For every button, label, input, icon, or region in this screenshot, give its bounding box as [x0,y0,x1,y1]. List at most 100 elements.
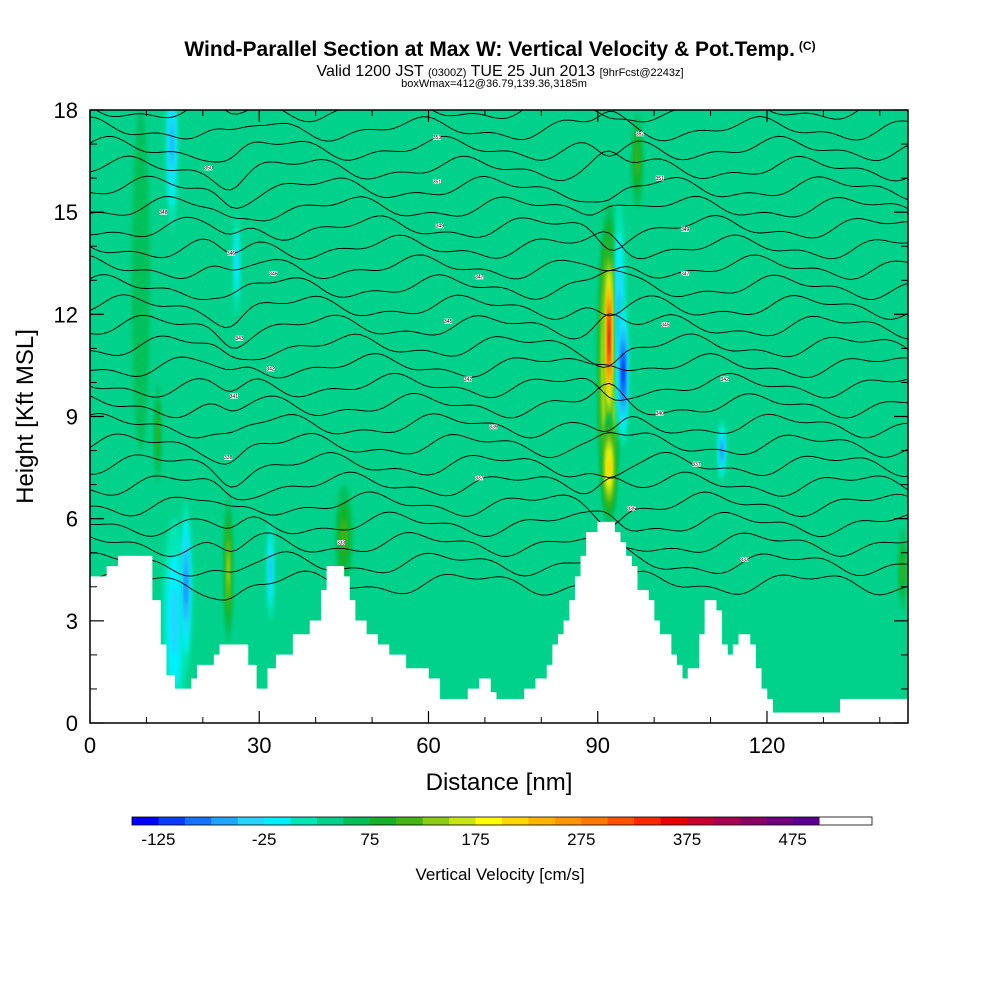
copyright-mark: (C) [798,39,816,53]
velocity-cell [170,586,179,655]
valid-utc: (0300Z) [427,67,467,79]
contour-label-box [661,322,670,328]
theta-contour-line [90,195,908,222]
contour-label: 337 [475,475,484,482]
contour-label: 338 [224,454,233,461]
colorbar-segment [713,817,741,825]
contour-label-box [227,250,236,256]
velocity-cell [269,556,272,583]
velocity-cell [235,246,238,281]
colorbar-segment [396,817,424,825]
contour-label-box [435,223,444,229]
velocity-cell [170,122,174,166]
contour-label-text: 350 [204,166,213,172]
colorbar-segment [792,817,820,825]
contour-label-text: 342 [266,367,275,373]
theta-contour-line [90,231,908,261]
colorbar-segment [317,817,344,825]
contour-label-box [432,179,441,185]
contour-label: 345 [444,318,453,325]
contour-label-box [266,366,275,372]
contour-label-text: 353 [433,135,442,141]
colorbar-segment [369,817,397,825]
colorbar-segment [528,817,556,825]
contour-label: 347 [475,274,484,281]
contour-label-text: 337 [692,462,701,468]
contour-label: 340 [656,410,665,417]
velocity-cell [156,416,159,451]
contour-label-box [655,175,664,181]
contour-label: 341 [229,393,239,400]
theta-contour-line [90,451,908,488]
contour-label: 349 [681,226,690,233]
contour-label: 333 [740,557,749,563]
colorbar-segment [581,817,609,825]
velocity-cell [341,518,347,553]
contour-label-text: 341 [230,394,239,400]
y-tick-label: 15 [54,200,78,225]
contour-label-box [204,165,213,171]
contour-label-box [432,134,441,140]
contour-label-box [229,393,238,399]
y-tick-label: 0 [66,711,78,736]
contour-label-box [475,475,484,481]
contour-label-box [681,226,690,232]
theta-contour-line [90,269,908,301]
contour-label-box [636,131,645,137]
x-tick-label: 90 [585,733,609,758]
velocity-cell [635,145,640,177]
contour-label: 335 [627,505,636,512]
contour-label-box [337,540,346,546]
theta-contour-line [90,294,908,329]
theta-contour-line [90,372,908,401]
theta-contour-line [90,471,908,501]
theta-contour-line [90,254,908,280]
colorbar-segment [158,817,186,825]
colorbar-tick-label: -125 [141,830,175,849]
contour-label: 343 [235,335,244,342]
y-tick-label: 18 [54,98,78,123]
colorbar-segment [502,817,529,825]
contour-label-text: 335 [627,506,636,512]
contour-label: 337 [692,461,701,468]
colorbar-segment [211,817,239,825]
contour-label-text: 342 [720,377,729,383]
contour-label: 352 [636,131,645,138]
colorbar-tick-label: 75 [360,830,379,849]
colorbar-segment [739,817,767,825]
theta-contour-line [90,313,908,349]
terrain-mask [89,521,909,724]
contour-label: 342 [464,376,472,383]
colorbar-segment [766,817,794,825]
colorbar-segment [264,817,291,825]
colorbar-tick-label: 175 [461,830,489,849]
colorbar-segment [554,817,582,825]
y-axis-title: Height [Kft MSL] [12,329,39,504]
colorbar-segment [422,817,450,825]
forecast-info: [9hrFcst@2243z] [599,67,684,79]
colorbar-tick-label: 375 [673,830,701,849]
plot-fill [90,110,908,723]
contour-label-box [681,270,690,276]
x-tick-label: 30 [247,733,271,758]
colorbar-segment [660,817,688,825]
contour-label-box [444,318,453,324]
x-tick-label: 0 [84,733,96,758]
contour-label-text: 351 [433,179,442,185]
contour-label-text: 347 [475,275,484,281]
contour-label: 346 [269,270,278,277]
theta-contour-line [90,175,908,209]
theta-contour-line [90,150,908,191]
contour-label: 345 [661,322,670,328]
velocity-cell [227,554,230,585]
colorbar-segment [634,817,661,825]
contour-label: 347 [681,270,690,277]
chart-title: Wind-Parallel Section at Max W: Vertical… [0,38,1000,62]
contour-label-text: 340 [656,411,665,417]
contour-label: 349 [435,223,444,230]
colorbar-segment [687,817,714,825]
contour-label: 351 [655,175,664,182]
contour-label-text: 333 [337,540,346,546]
theta-contour-line [90,58,908,94]
velocity-cell [131,110,150,451]
